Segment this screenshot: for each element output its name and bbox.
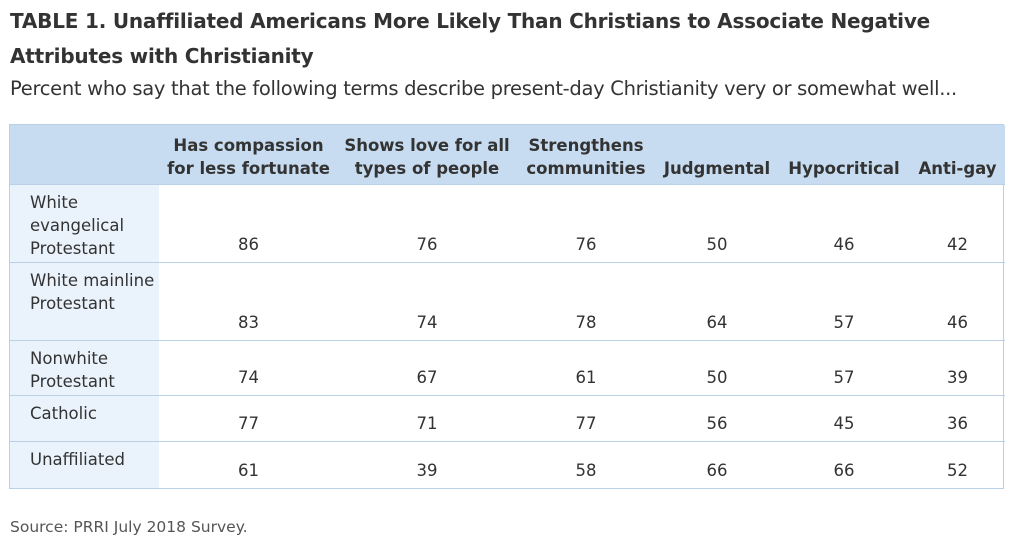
table-cell: 64 [656,262,778,341]
table-title: TABLE 1. Unaffiliated Americans More Lik… [10,9,931,68]
row-label: Catholic [10,395,159,442]
table-row: Unaffiliated 61 39 58 66 66 52 [10,441,1005,488]
row-label: Unaffiliated [10,441,159,488]
row-label-header [10,125,159,185]
table-cell: 77 [516,395,656,442]
table-cell: 45 [778,395,910,442]
table-cell: 78 [516,262,656,341]
column-header: Anti-gay [910,125,1005,185]
table-cell: 58 [516,441,656,488]
table-row: Catholic 77 71 77 56 45 36 [10,395,1005,442]
table-cell: 56 [656,395,778,442]
column-header: Shows love for all types of people [338,125,516,185]
table-cell: 77 [159,395,338,442]
row-label: White evangelical Protestant [10,183,159,263]
table-row: White mainline Protestant 83 74 78 64 57… [10,262,1005,341]
column-header: Hypocritical [778,125,910,185]
table-cell: 39 [338,441,516,488]
table-cell: 71 [338,395,516,442]
data-table-container: Has compassion for less fortunate Shows … [9,124,1005,489]
table-cell: 83 [159,262,338,341]
table-cell: 76 [338,183,516,263]
table-cell: 57 [778,262,910,341]
table-cell: 76 [516,183,656,263]
table-cell: 36 [910,395,1005,442]
table-cell: 42 [910,183,1005,263]
column-header: Has compassion for less fortunate [159,125,338,185]
table-cell: 66 [778,441,910,488]
table-cell: 61 [516,340,656,396]
table-cell: 57 [778,340,910,396]
table-row: White evangelical Protestant 86 76 76 50… [10,183,1005,263]
table-cell: 74 [159,340,338,396]
header-row: Has compassion for less fortunate Shows … [10,125,1005,185]
table-cell: 74 [338,262,516,341]
table-cell: 46 [778,183,910,263]
table-cell: 86 [159,183,338,263]
table-cell: 46 [910,262,1005,341]
data-table: Has compassion for less fortunate Shows … [10,125,1005,488]
table-cell: 50 [656,183,778,263]
table-cell: 50 [656,340,778,396]
row-label: White mainline Protestant [10,262,159,341]
column-header: Judgmental [656,125,778,185]
table-cell: 67 [338,340,516,396]
table-cell: 61 [159,441,338,488]
table-subtitle: Percent who say that the following terms… [10,77,957,100]
row-label: Nonwhite Protestant [10,340,159,396]
column-header: Strengthens communities [516,125,656,185]
table-cell: 66 [656,441,778,488]
source-note: Source: PRRI July 2018 Survey. [10,518,248,536]
table-row: Nonwhite Protestant 74 67 61 50 57 39 [10,340,1005,396]
table-cell: 39 [910,340,1005,396]
table-cell: 52 [910,441,1005,488]
